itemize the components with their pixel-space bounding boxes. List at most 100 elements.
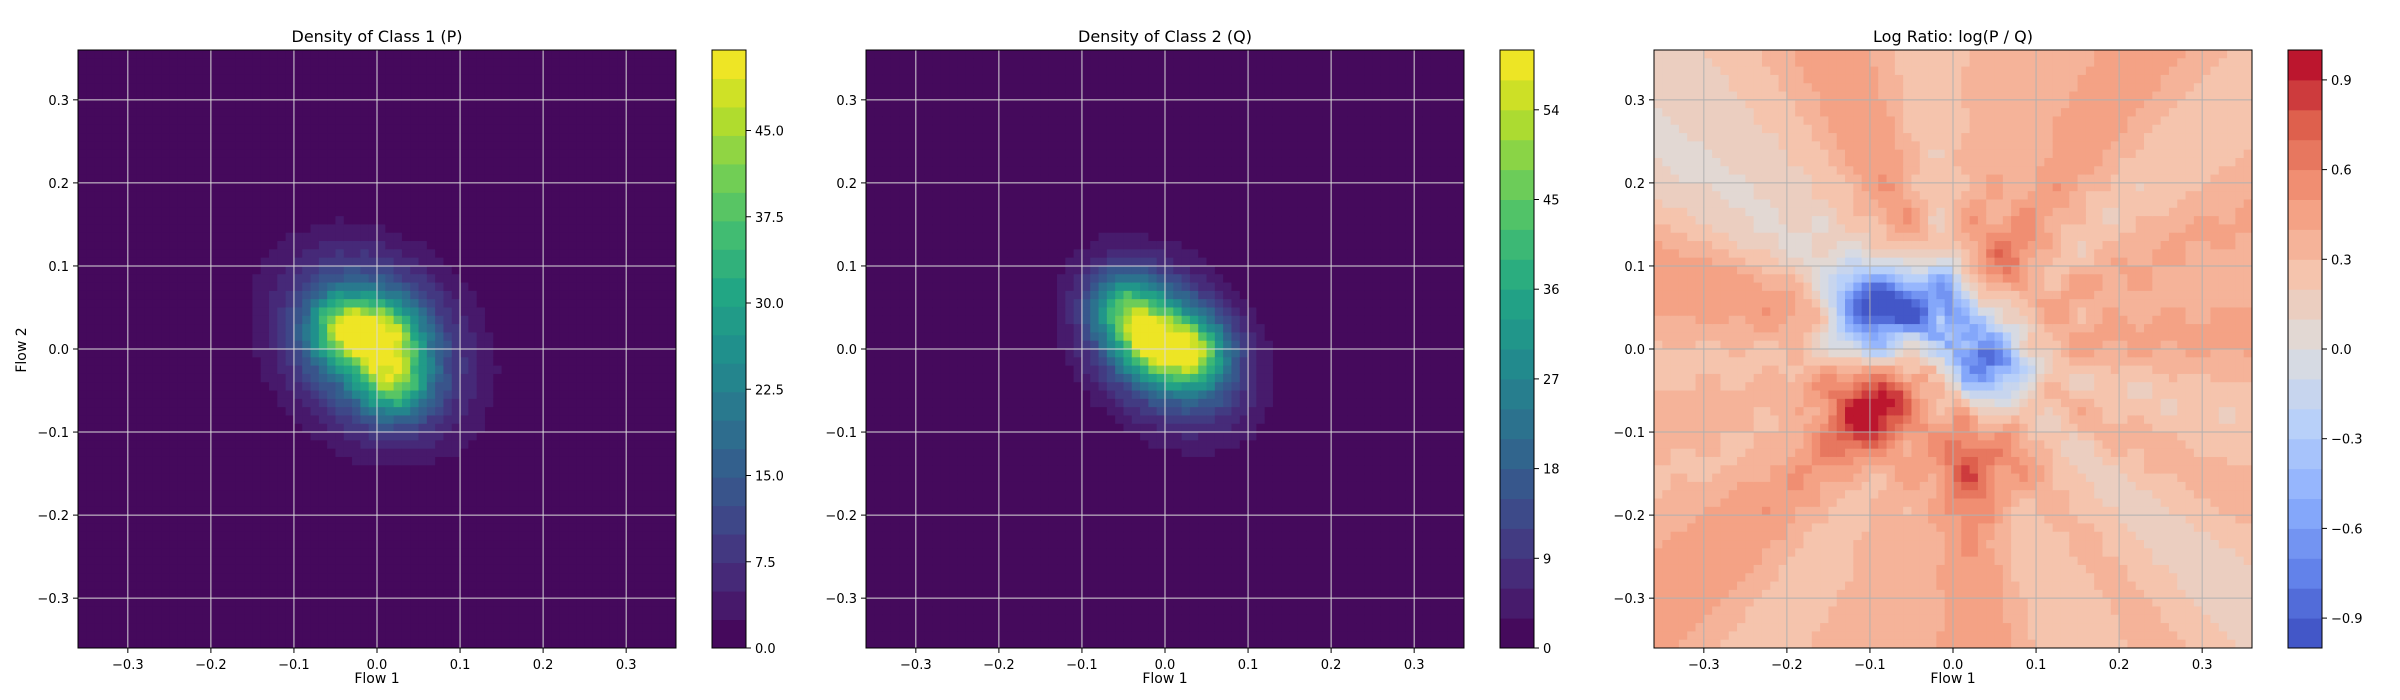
heatmap-cell xyxy=(468,290,478,300)
heatmap-cell xyxy=(144,174,154,184)
heatmap-cell xyxy=(235,324,245,333)
heatmap-cell xyxy=(435,299,445,309)
heatmap-cell xyxy=(601,50,611,59)
heatmap-cell xyxy=(318,166,328,176)
heatmap-cell xyxy=(401,456,411,466)
heatmap-cell xyxy=(335,490,345,500)
heatmap-cell xyxy=(592,456,602,466)
heatmap-cell xyxy=(352,66,361,76)
heatmap-cell xyxy=(244,216,254,226)
heatmap-cell xyxy=(235,199,245,209)
heatmap-cell xyxy=(634,506,644,516)
heatmap-cell xyxy=(368,74,378,84)
heatmap-cell xyxy=(518,407,528,417)
heatmap-cell xyxy=(410,523,420,533)
heatmap-cell xyxy=(501,249,511,259)
heatmap-cell xyxy=(327,407,337,417)
heatmap-cell xyxy=(592,307,602,317)
heatmap-cell xyxy=(235,365,245,375)
heatmap-cell xyxy=(534,58,544,68)
heatmap-cell xyxy=(302,423,312,433)
heatmap-cell xyxy=(443,182,453,192)
heatmap-cell xyxy=(210,423,220,433)
heatmap-cell xyxy=(634,74,644,84)
heatmap-cell xyxy=(335,290,345,300)
heatmap-cell xyxy=(161,265,170,275)
heatmap-cell xyxy=(227,166,237,176)
heatmap-cell xyxy=(410,133,420,142)
heatmap-cell xyxy=(210,589,220,599)
heatmap-cell xyxy=(335,440,345,450)
heatmap-cell xyxy=(94,581,104,591)
heatmap-cell xyxy=(144,290,154,300)
heatmap-cell xyxy=(617,207,627,217)
heatmap-cell xyxy=(269,99,278,109)
heatmap-cell xyxy=(177,589,187,599)
heatmap-cell xyxy=(617,133,627,142)
heatmap-cell xyxy=(518,465,528,475)
heatmap-cell xyxy=(285,340,295,350)
heatmap-cell xyxy=(418,440,428,450)
heatmap-cell xyxy=(161,315,170,325)
heatmap-cell xyxy=(377,174,386,184)
heatmap-cell xyxy=(451,531,461,541)
heatmap-cell xyxy=(352,149,361,159)
heatmap-cell xyxy=(410,548,420,558)
heatmap-cell xyxy=(260,116,270,126)
heatmap-cell xyxy=(177,556,187,566)
heatmap-cell xyxy=(94,182,104,192)
heatmap-cell xyxy=(617,407,627,417)
heatmap-cell xyxy=(377,133,386,142)
heatmap-cell xyxy=(352,623,361,632)
heatmap-cell xyxy=(468,531,478,541)
heatmap-cell xyxy=(534,124,544,134)
heatmap-cell xyxy=(451,365,461,375)
heatmap-cell xyxy=(360,166,370,176)
heatmap-cell xyxy=(210,515,220,525)
heatmap-cell xyxy=(161,506,170,516)
heatmap-cell xyxy=(244,91,254,101)
heatmap-cell xyxy=(310,216,320,226)
heatmap-cell xyxy=(277,282,287,292)
heatmap-cell xyxy=(202,232,212,242)
heatmap-cell xyxy=(127,182,137,192)
heatmap-cell xyxy=(476,191,486,201)
heatmap-cell xyxy=(310,448,320,458)
heatmap-cell xyxy=(509,91,519,101)
heatmap-cell xyxy=(501,182,511,192)
heatmap-cell xyxy=(302,531,312,541)
heatmap-cell xyxy=(451,241,461,250)
heatmap-cell xyxy=(493,623,503,632)
heatmap-cell xyxy=(385,83,395,93)
heatmap-cell xyxy=(169,340,179,350)
heatmap-cell xyxy=(235,614,245,624)
heatmap-cell xyxy=(443,157,453,167)
heatmap-cell xyxy=(352,606,361,616)
heatmap-cell xyxy=(277,207,287,217)
heatmap-cell xyxy=(161,191,170,201)
heatmap-cell xyxy=(377,506,386,516)
heatmap-cell xyxy=(435,398,445,408)
heatmap-cell xyxy=(169,83,179,93)
heatmap-cell xyxy=(86,573,96,583)
heatmap-cell xyxy=(460,149,469,159)
heatmap-cell xyxy=(277,265,287,275)
heatmap-cell xyxy=(626,373,636,383)
heatmap-cell xyxy=(509,357,519,367)
heatmap-cell xyxy=(451,349,461,358)
heatmap-cell xyxy=(177,407,187,417)
heatmap-cell xyxy=(127,589,137,599)
heatmap-cell xyxy=(642,124,652,134)
heatmap-cell xyxy=(235,290,245,300)
heatmap-cell xyxy=(617,456,627,466)
heatmap-cell xyxy=(302,58,312,68)
heatmap-cell xyxy=(360,357,370,367)
heatmap-cell xyxy=(410,365,420,375)
heatmap-cell xyxy=(269,365,278,375)
heatmap-cell xyxy=(219,299,229,309)
heatmap-cell xyxy=(493,315,503,325)
heatmap-cell xyxy=(144,265,154,275)
heatmap-cell xyxy=(343,274,353,284)
heatmap-cell xyxy=(177,99,187,109)
heatmap-cell xyxy=(335,623,345,632)
